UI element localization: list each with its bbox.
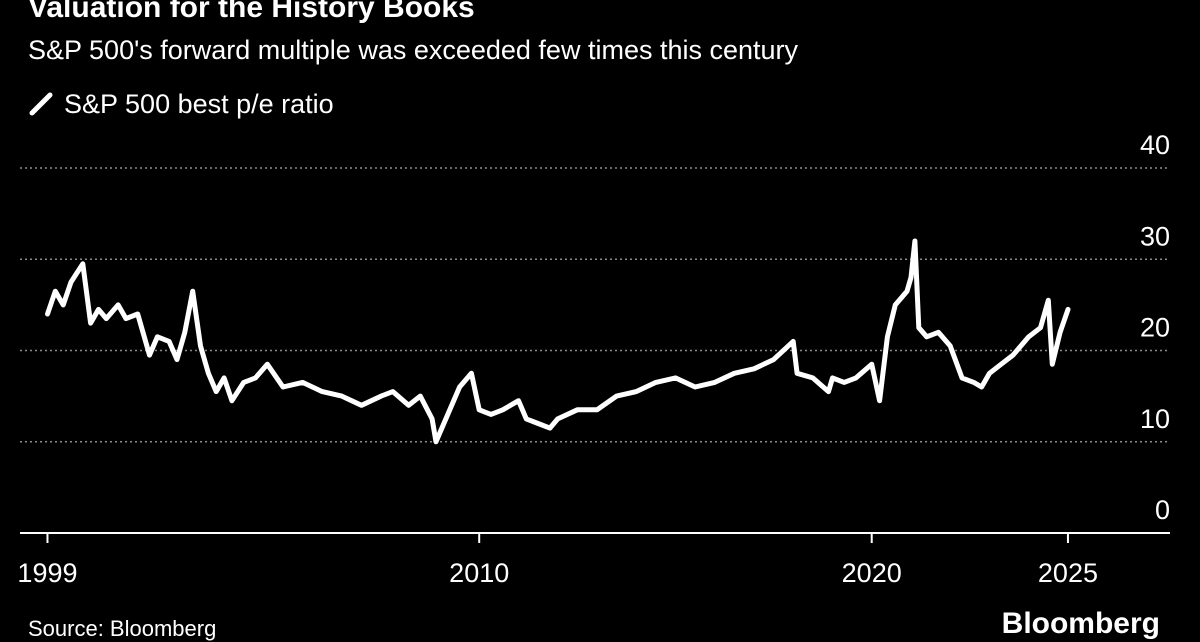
x-tick-label-2010: 2010 (449, 558, 509, 588)
axis-layer (20, 532, 1170, 543)
y-tick-label-0: 0 (1155, 495, 1170, 525)
legend: S&P 500 best p/e ratio (28, 88, 334, 120)
brand-logo-text: Bloomberg (1001, 607, 1160, 640)
chart-subtitle: S&P 500's forward multiple was exceeded … (28, 35, 799, 65)
source-note: Source: Bloomberg (28, 616, 217, 641)
chart-plot: 0 10 20 30 40 1999 2010 2020 2025 (17, 130, 1170, 588)
legend-line-icon (29, 92, 53, 116)
legend-label: S&P 500 best p/e ratio (64, 88, 334, 119)
series-line-0 (45, 238, 1071, 445)
y-tick-label-30: 30 (1140, 221, 1170, 251)
series-layer (45, 238, 1071, 445)
y-tick-label-40: 40 (1140, 130, 1170, 160)
x-tick-label-1999: 1999 (17, 558, 77, 588)
y-tick-label-10: 10 (1140, 404, 1170, 434)
chart-title: Valuation for the History Books (28, 0, 475, 24)
x-tick-label-2025: 2025 (1038, 558, 1098, 588)
grid-layer (20, 167, 1170, 443)
x-tick-label-2020: 2020 (842, 558, 902, 588)
y-tick-label-20: 20 (1140, 313, 1170, 343)
label-layer: 0 10 20 30 40 1999 2010 2020 2025 (17, 130, 1170, 588)
